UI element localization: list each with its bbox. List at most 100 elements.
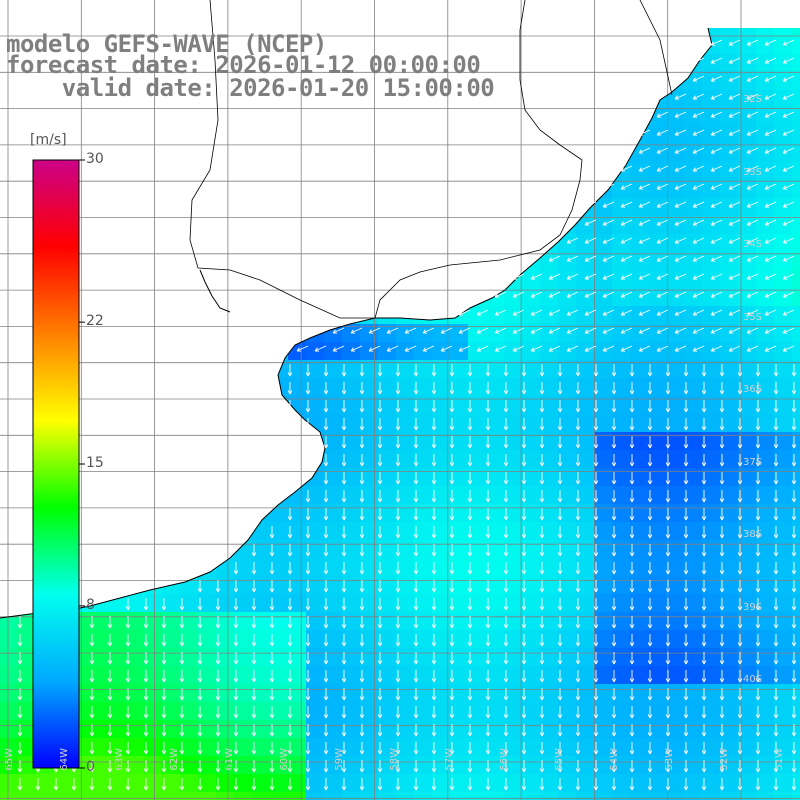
wind-arrow bbox=[719, 472, 725, 485]
wind-arrow bbox=[710, 147, 723, 154]
wind-arrow bbox=[692, 111, 705, 118]
wind-arrow bbox=[233, 598, 239, 611]
wind-arrow bbox=[431, 400, 437, 413]
wind-arrow bbox=[710, 57, 723, 64]
longitude-label: 53W bbox=[664, 748, 675, 771]
wind-arrow bbox=[467, 724, 473, 737]
wind-arrow bbox=[539, 526, 545, 539]
wind-arrow bbox=[764, 93, 777, 100]
longitude-label: 55W bbox=[554, 748, 565, 771]
wind-arrow bbox=[197, 634, 203, 647]
wind-arrow bbox=[575, 562, 581, 575]
wind-arrow bbox=[575, 688, 581, 701]
wind-arrow bbox=[89, 724, 95, 737]
wind-arrow bbox=[503, 742, 509, 755]
wind-arrow bbox=[611, 454, 617, 467]
wind-arrow bbox=[467, 364, 473, 377]
wind-arrow bbox=[503, 472, 509, 485]
wind-arrow bbox=[539, 652, 545, 665]
wind-arrow bbox=[746, 327, 759, 334]
wind-arrow bbox=[431, 724, 437, 737]
colorbar-unit-label: [m/s] bbox=[30, 132, 67, 148]
wind-arrow bbox=[395, 670, 401, 683]
wind-arrow bbox=[566, 327, 579, 334]
wind-arrow bbox=[656, 273, 669, 280]
wind-arrow bbox=[701, 472, 707, 485]
wind-arrow bbox=[395, 454, 401, 467]
wind-arrow bbox=[593, 778, 599, 791]
wind-arrow bbox=[728, 111, 741, 118]
wind-arrow bbox=[620, 327, 633, 334]
wind-arrow bbox=[449, 760, 455, 773]
wind-arrow bbox=[782, 291, 795, 298]
wind-arrow bbox=[746, 129, 759, 136]
wind-arrow bbox=[746, 309, 759, 316]
wind-arrow bbox=[233, 562, 239, 575]
wind-arrow bbox=[341, 418, 347, 431]
wind-arrow bbox=[539, 598, 545, 611]
wind-arrow bbox=[737, 616, 743, 629]
wind-arrow bbox=[656, 129, 669, 136]
wind-arrow bbox=[602, 291, 615, 298]
wind-arrow bbox=[503, 526, 509, 539]
wind-arrow bbox=[656, 345, 669, 352]
wind-arrow bbox=[755, 526, 761, 539]
wind-arrow bbox=[215, 742, 221, 755]
wind-arrow bbox=[530, 291, 543, 298]
wind-arrow bbox=[89, 652, 95, 665]
wind-arrow bbox=[341, 400, 347, 413]
wind-arrow bbox=[305, 670, 311, 683]
wind-arrow bbox=[359, 616, 365, 629]
wind-arrow bbox=[287, 400, 293, 413]
wind-arrow bbox=[197, 598, 203, 611]
wind-arrow bbox=[422, 345, 435, 352]
wind-arrow bbox=[629, 436, 635, 449]
wind-arrow bbox=[431, 508, 437, 521]
wind-arrow bbox=[638, 129, 651, 136]
wind-arrow bbox=[611, 382, 617, 395]
wind-arrow bbox=[746, 39, 759, 46]
wind-arrow bbox=[620, 273, 633, 280]
wind-arrow bbox=[431, 364, 437, 377]
wind-arrow bbox=[746, 183, 759, 190]
wind-arrow bbox=[638, 219, 651, 226]
wind-arrow bbox=[341, 742, 347, 755]
wind-arrow bbox=[710, 237, 723, 244]
wind-arrow bbox=[269, 652, 275, 665]
wind-arrow bbox=[143, 742, 149, 755]
wind-arrow bbox=[413, 598, 419, 611]
wind-arrow bbox=[359, 364, 365, 377]
wind-arrow bbox=[575, 490, 581, 503]
wind-arrow bbox=[611, 652, 617, 665]
wind-arrow bbox=[557, 544, 563, 557]
wind-arrow bbox=[530, 309, 543, 316]
wind-arrow bbox=[719, 724, 725, 737]
wind-arrow bbox=[449, 364, 455, 377]
wind-arrow bbox=[125, 670, 131, 683]
wind-arrow bbox=[764, 273, 777, 280]
wind-arrow bbox=[215, 706, 221, 719]
wind-arrow bbox=[683, 436, 689, 449]
wind-arrow bbox=[737, 652, 743, 665]
wind-arrow bbox=[413, 472, 419, 485]
wind-arrow bbox=[215, 616, 221, 629]
wind-arrow bbox=[647, 598, 653, 611]
wind-arrow bbox=[782, 237, 795, 244]
wind-arrow bbox=[485, 598, 491, 611]
wind-arrow bbox=[107, 652, 113, 665]
wind-arrow bbox=[494, 345, 507, 352]
wind-arrow bbox=[602, 309, 615, 316]
colorbar-tick-label: 0 bbox=[86, 759, 95, 775]
wind-arrow bbox=[611, 742, 617, 755]
wind-arrow bbox=[107, 760, 113, 773]
wind-arrow bbox=[539, 508, 545, 521]
valid-date: valid date: 2026-01-20 15:00:00 bbox=[6, 74, 495, 102]
wind-arrow bbox=[728, 255, 741, 262]
wind-arrow bbox=[764, 39, 777, 46]
wind-arrow bbox=[431, 670, 437, 683]
wind-arrow bbox=[305, 580, 311, 593]
wind-arrow bbox=[692, 219, 705, 226]
wind-arrow bbox=[467, 418, 473, 431]
wind-arrow bbox=[611, 688, 617, 701]
wind-arrow bbox=[629, 544, 635, 557]
